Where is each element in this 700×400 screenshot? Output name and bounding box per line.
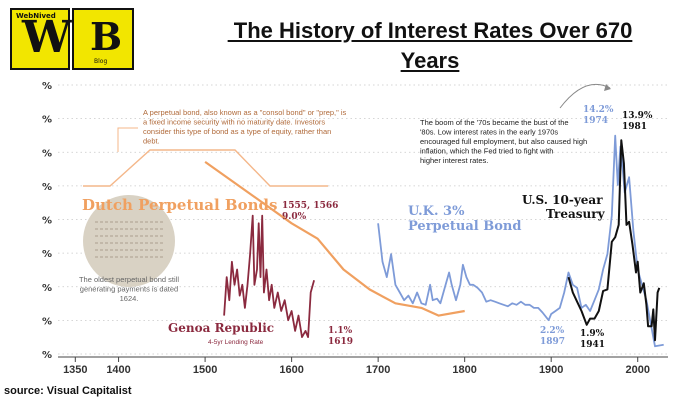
label-1555-year: 9.0% xyxy=(282,212,307,222)
logo-letter-w: W xyxy=(22,12,72,63)
label-1897-value: 2.2% xyxy=(540,326,565,336)
uk-label-1: U.K. 3% xyxy=(408,204,465,219)
x-tick-label: 1900 xyxy=(539,364,563,376)
y-tick-label: % xyxy=(42,283,52,294)
genoa-label: Genoa Republic xyxy=(168,321,274,335)
title-line-2: Years xyxy=(400,48,460,73)
y-tick-label: % xyxy=(42,316,52,327)
note-connector xyxy=(117,127,138,152)
y-tick-label: % xyxy=(42,249,52,260)
genoa-sublabel: 4-5yr Lending Rate xyxy=(208,339,264,346)
y-tick-label: % xyxy=(42,115,52,126)
label-1619-year: 1619 xyxy=(328,337,353,347)
y-tick-label: % xyxy=(42,182,52,193)
series-line-us xyxy=(567,139,661,342)
y-tick-label: % xyxy=(42,81,52,92)
x-tick-label: 1800 xyxy=(452,364,476,376)
us-label-2: Treasury xyxy=(546,207,606,221)
x-tick-label: 1700 xyxy=(366,364,390,376)
label-1974-year: 1974 xyxy=(583,116,608,126)
x-tick-label: 1600 xyxy=(279,364,303,376)
label-1897-year: 1897 xyxy=(540,337,565,347)
series-line-dutch xyxy=(204,161,465,317)
us-label-1: U.S. 10-year xyxy=(522,193,603,207)
perpetual-bond-bracket xyxy=(83,149,328,187)
y-tick-label: % xyxy=(42,216,52,227)
series-line-genoa xyxy=(223,214,315,339)
label-1555-value: 1555, 1566 xyxy=(282,201,338,211)
seventies-arrow-head xyxy=(604,84,611,91)
perpetual-bond-note: A perpetual bond, also known as a "conso… xyxy=(143,108,347,146)
webnived-logo: WebNived W xyxy=(10,8,72,70)
uk-label-2: Perpetual Bond xyxy=(408,219,521,234)
title-line-1: The History of Interest Rates Over 670 xyxy=(227,18,633,43)
y-tick-label: % xyxy=(42,148,52,159)
logo-top-text: WebNived xyxy=(16,12,56,20)
label-1981-year: 1981 xyxy=(622,122,647,132)
logo-blog-text: Blog xyxy=(94,58,108,65)
page-title: The History of Interest Rates Over 670 Y… xyxy=(150,16,700,76)
label-1981-value: 13.9% xyxy=(622,111,653,121)
label-1619-value: 1.1% xyxy=(328,326,353,336)
source-credit: source: Visual Capitalist xyxy=(4,385,132,397)
logo-letter-b: B xyxy=(90,14,123,59)
dutch-label: Dutch Perpetual Bonds xyxy=(82,196,277,214)
x-tick-label: 1400 xyxy=(106,364,130,376)
seventies-note: The boom of the '70s became the bust of … xyxy=(420,118,587,165)
x-tick-label: 1500 xyxy=(193,364,217,376)
old-bond-image xyxy=(83,195,175,287)
blog-logo: B Blog xyxy=(72,8,134,70)
seventies-arrow xyxy=(559,83,611,109)
x-tick-label: 2000 xyxy=(625,364,649,376)
label-1941-value: 1.9% xyxy=(580,329,605,339)
label-1941-year: 1941 xyxy=(580,340,605,350)
oldest-bond-note: The oldest perpetual bond still generatin… xyxy=(79,275,179,303)
y-tick-label: % xyxy=(42,350,52,361)
series-line-uk xyxy=(377,134,664,348)
label-1974-value: 14.2% xyxy=(583,105,614,115)
x-tick-label: 1350 xyxy=(63,364,87,376)
